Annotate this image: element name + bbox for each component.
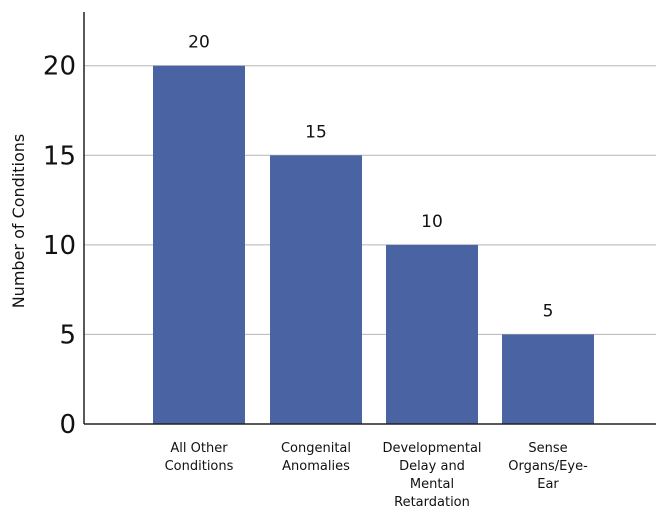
category-label: Congenital Anomalies: [281, 441, 351, 474]
y-tick-label: 20: [43, 52, 76, 82]
bar: [386, 244, 478, 424]
y-tick-labels: 0 5 10 15 20: [43, 52, 76, 440]
y-tick-label: 5: [59, 320, 76, 350]
bar: [270, 155, 362, 424]
bar-value-label: 15: [305, 122, 327, 142]
bar-value-label: 10: [421, 212, 443, 232]
y-tick-label: 15: [43, 141, 76, 171]
y-tick-label: 0: [59, 410, 76, 440]
data-labels: 20 15 10 5: [188, 33, 553, 322]
bar-value-label: 5: [543, 301, 554, 321]
bar-value-label: 20: [188, 33, 210, 53]
category-label: All Other Conditions: [165, 441, 234, 474]
category-labels: All Other Conditions Congenital Anomalies De…: [165, 441, 588, 510]
category-label: Developmental Delay and Mental Retardation: [382, 441, 481, 510]
bars: [153, 65, 594, 424]
bar: [153, 65, 245, 424]
y-axis-title: Number of Conditions: [9, 134, 28, 309]
category-label: Sense Organs/Eye-Ear: [508, 441, 588, 492]
y-tick-label: 10: [43, 231, 76, 261]
bar: [502, 334, 594, 424]
axes: [83, 12, 656, 425]
